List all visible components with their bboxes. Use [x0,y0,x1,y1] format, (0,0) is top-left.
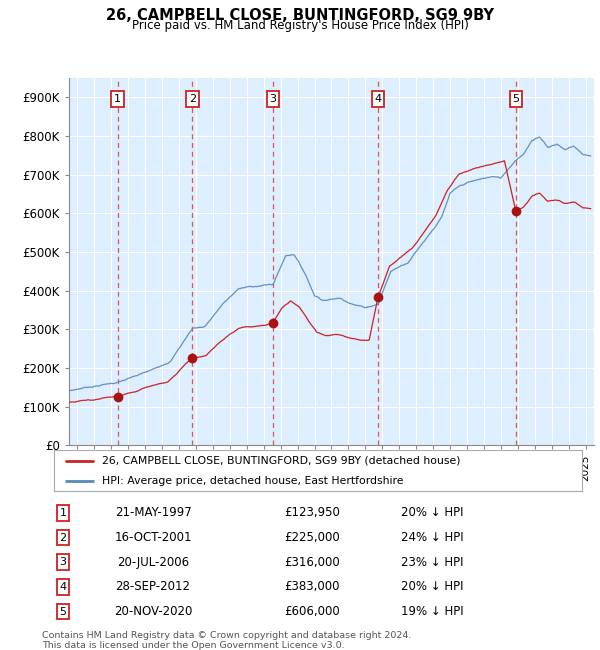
Text: £606,000: £606,000 [284,605,340,618]
Text: 26, CAMPBELL CLOSE, BUNTINGFORD, SG9 9BY (detached house): 26, CAMPBELL CLOSE, BUNTINGFORD, SG9 9BY… [101,456,460,465]
Text: 24% ↓ HPI: 24% ↓ HPI [401,531,463,544]
Text: 20% ↓ HPI: 20% ↓ HPI [401,506,463,519]
Text: 2: 2 [189,94,196,104]
Text: 5: 5 [59,606,67,617]
Text: 23% ↓ HPI: 23% ↓ HPI [401,556,463,569]
Text: 20-NOV-2020: 20-NOV-2020 [114,605,192,618]
Text: HPI: Average price, detached house, East Hertfordshire: HPI: Average price, detached house, East… [101,476,403,486]
Text: 5: 5 [512,94,520,104]
Text: This data is licensed under the Open Government Licence v3.0.: This data is licensed under the Open Gov… [42,641,344,650]
Text: 21-MAY-1997: 21-MAY-1997 [115,506,191,519]
Text: 16-OCT-2001: 16-OCT-2001 [114,531,192,544]
Text: Contains HM Land Registry data © Crown copyright and database right 2024.: Contains HM Land Registry data © Crown c… [42,630,412,640]
Text: 19% ↓ HPI: 19% ↓ HPI [401,605,463,618]
Text: 20-JUL-2006: 20-JUL-2006 [117,556,189,569]
Text: 26, CAMPBELL CLOSE, BUNTINGFORD, SG9 9BY: 26, CAMPBELL CLOSE, BUNTINGFORD, SG9 9BY [106,8,494,23]
Text: 1: 1 [59,508,67,518]
Text: 2: 2 [59,532,67,543]
Text: £316,000: £316,000 [284,556,340,569]
Text: 1: 1 [114,94,121,104]
Text: £123,950: £123,950 [284,506,340,519]
Text: 4: 4 [59,582,67,592]
Text: Price paid vs. HM Land Registry's House Price Index (HPI): Price paid vs. HM Land Registry's House … [131,20,469,32]
Text: 3: 3 [269,94,277,104]
Text: £383,000: £383,000 [284,580,340,593]
Text: 28-SEP-2012: 28-SEP-2012 [115,580,191,593]
Text: 3: 3 [59,557,67,567]
Text: £225,000: £225,000 [284,531,340,544]
Text: 4: 4 [374,94,382,104]
Text: 20% ↓ HPI: 20% ↓ HPI [401,580,463,593]
